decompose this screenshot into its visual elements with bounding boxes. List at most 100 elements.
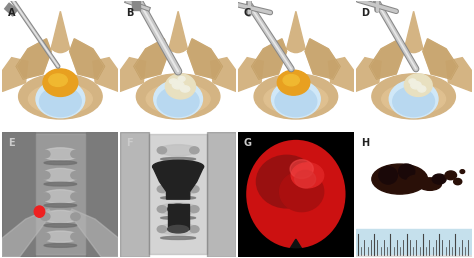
Ellipse shape — [288, 40, 304, 53]
Bar — [120, 132, 149, 257]
Ellipse shape — [190, 166, 199, 173]
Ellipse shape — [418, 178, 441, 190]
Ellipse shape — [41, 150, 50, 158]
Ellipse shape — [409, 79, 416, 84]
Ellipse shape — [41, 172, 50, 179]
Ellipse shape — [272, 80, 320, 118]
Polygon shape — [252, 39, 287, 79]
Ellipse shape — [372, 164, 428, 194]
Polygon shape — [16, 39, 51, 79]
Ellipse shape — [264, 84, 328, 114]
Polygon shape — [70, 39, 104, 79]
Ellipse shape — [42, 148, 79, 160]
Polygon shape — [370, 39, 404, 79]
Ellipse shape — [42, 210, 79, 223]
Ellipse shape — [158, 203, 198, 215]
Ellipse shape — [42, 168, 79, 182]
Ellipse shape — [389, 80, 438, 118]
Bar — [356, 255, 472, 257]
Ellipse shape — [42, 231, 79, 242]
Ellipse shape — [379, 167, 397, 184]
Ellipse shape — [372, 74, 456, 119]
Ellipse shape — [157, 147, 166, 154]
Ellipse shape — [256, 155, 317, 208]
Text: B: B — [126, 7, 133, 18]
Polygon shape — [2, 209, 51, 257]
Ellipse shape — [190, 206, 199, 213]
Ellipse shape — [405, 40, 422, 53]
Ellipse shape — [190, 186, 199, 192]
Polygon shape — [423, 39, 458, 79]
Ellipse shape — [44, 223, 77, 227]
Bar — [168, 204, 189, 229]
Bar — [86, 132, 118, 257]
Ellipse shape — [295, 170, 316, 188]
Ellipse shape — [158, 145, 198, 156]
Ellipse shape — [41, 213, 50, 220]
Ellipse shape — [158, 163, 198, 175]
Polygon shape — [153, 167, 204, 199]
Ellipse shape — [404, 74, 432, 96]
Ellipse shape — [161, 216, 196, 220]
Ellipse shape — [44, 244, 77, 247]
Polygon shape — [0, 58, 28, 91]
Text: C: C — [244, 7, 251, 18]
Ellipse shape — [161, 157, 196, 161]
Polygon shape — [187, 39, 222, 79]
Ellipse shape — [44, 161, 77, 165]
Ellipse shape — [445, 171, 456, 180]
Text: G: G — [244, 138, 252, 148]
Polygon shape — [404, 11, 423, 51]
Ellipse shape — [43, 69, 78, 96]
Bar — [132, 1, 140, 10]
Ellipse shape — [170, 40, 186, 53]
Ellipse shape — [280, 172, 324, 212]
Ellipse shape — [254, 74, 337, 119]
Ellipse shape — [157, 226, 166, 233]
Ellipse shape — [157, 186, 166, 192]
Ellipse shape — [71, 233, 80, 240]
Ellipse shape — [52, 40, 69, 53]
Polygon shape — [210, 58, 238, 91]
Ellipse shape — [173, 82, 184, 89]
Ellipse shape — [454, 179, 462, 185]
Polygon shape — [353, 58, 381, 91]
Polygon shape — [51, 11, 70, 51]
Ellipse shape — [146, 84, 210, 114]
Ellipse shape — [137, 74, 220, 119]
Polygon shape — [305, 39, 340, 79]
Ellipse shape — [71, 213, 80, 220]
Ellipse shape — [190, 147, 199, 154]
Ellipse shape — [275, 86, 317, 116]
Bar — [2, 132, 35, 257]
Bar — [356, 229, 472, 257]
Ellipse shape — [49, 74, 67, 86]
Text: E: E — [8, 138, 15, 148]
Ellipse shape — [42, 190, 79, 204]
Text: H: H — [361, 138, 370, 148]
Bar — [149, 134, 207, 254]
Ellipse shape — [277, 70, 310, 95]
Circle shape — [240, 134, 352, 254]
Ellipse shape — [165, 74, 196, 99]
Polygon shape — [328, 58, 356, 91]
Ellipse shape — [71, 193, 80, 200]
Polygon shape — [16, 39, 51, 79]
Text: A: A — [8, 7, 16, 18]
Ellipse shape — [161, 176, 196, 179]
Ellipse shape — [161, 196, 196, 199]
Polygon shape — [134, 39, 169, 79]
Ellipse shape — [181, 86, 190, 92]
Polygon shape — [70, 39, 104, 79]
Ellipse shape — [158, 183, 198, 195]
Polygon shape — [287, 11, 305, 51]
Bar — [207, 132, 236, 257]
Ellipse shape — [44, 204, 77, 207]
Ellipse shape — [399, 164, 415, 179]
Ellipse shape — [168, 225, 189, 233]
Ellipse shape — [178, 76, 185, 82]
Ellipse shape — [411, 82, 421, 89]
Ellipse shape — [291, 163, 324, 188]
Polygon shape — [70, 209, 118, 257]
Ellipse shape — [158, 223, 198, 235]
